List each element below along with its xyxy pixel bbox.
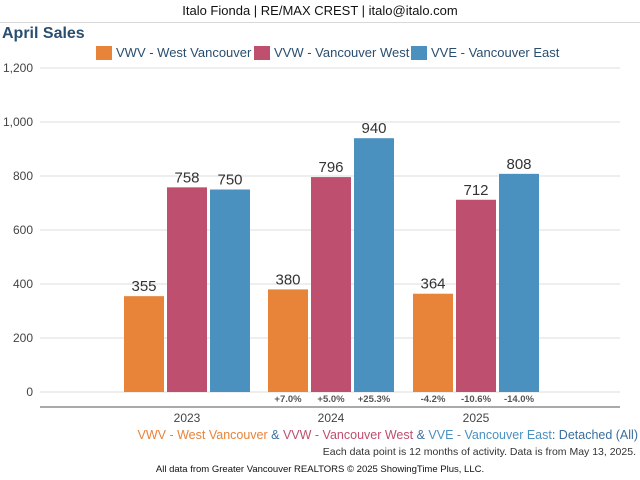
change-label: +7.0% <box>274 394 302 405</box>
data-label: 380 <box>275 271 300 288</box>
footer-note: Each data point is 12 months of activity… <box>322 446 636 458</box>
legend-swatch-vwv <box>96 46 112 60</box>
data-label: 940 <box>361 120 386 137</box>
change-label: -14.0% <box>504 394 535 405</box>
chart-title: April Sales <box>2 25 85 42</box>
y-tick-label: 1,000 <box>3 115 33 129</box>
data-label: 355 <box>131 278 156 295</box>
data-label: 364 <box>420 276 445 293</box>
x-tick-label: 2024 <box>318 411 345 425</box>
y-tick-label: 1,200 <box>3 61 33 75</box>
legend-label-vwv: VWV - West Vancouver <box>116 45 252 60</box>
header-text: Italo Fionda | RE/MAX CREST | italo@ital… <box>182 3 458 18</box>
bar-chart-plot: 0 200 400 600 800 1,000 1,200 355 758 750 2023 380 +… <box>3 61 620 425</box>
change-label: -4.2% <box>421 394 446 405</box>
bar-vwv-2024 <box>268 289 308 392</box>
y-tick-label: 800 <box>13 169 33 183</box>
y-tick-label: 600 <box>13 223 33 237</box>
y-tick-label: 200 <box>13 331 33 345</box>
footer-caption-vve: VVE - Vancouver East <box>428 428 552 442</box>
data-label: 758 <box>174 169 199 186</box>
footer-caption-type: : Detached (All) <box>551 428 638 442</box>
y-tick-label: 0 <box>26 385 33 399</box>
data-label: 808 <box>506 156 531 173</box>
x-tick-label: 2025 <box>463 411 490 425</box>
legend-swatch-vvw <box>254 46 270 60</box>
legend-label-vvw: VVW - Vancouver West <box>274 45 410 60</box>
data-label: 796 <box>318 159 343 176</box>
bar-vve-2024 <box>354 138 394 392</box>
footer-series-caption: VWV - West Vancouver & VVW - Vancouver W… <box>0 428 640 442</box>
footer-source: All data from Greater Vancouver REALTORS… <box>155 464 485 475</box>
data-label: 750 <box>217 172 242 189</box>
chart-legend: VWV - West Vancouver VVW - Vancouver Wes… <box>0 44 640 62</box>
change-label: -10.6% <box>461 394 492 405</box>
bar-vve-2025 <box>499 173 539 392</box>
legend-label-vve: VVE - Vancouver East <box>431 45 560 60</box>
bar-vwv-2023 <box>124 296 164 392</box>
legend-swatch-vve <box>411 46 427 60</box>
bar-vvw-2025 <box>456 199 496 392</box>
footer-caption-vvw: VVW - Vancouver West <box>282 428 414 442</box>
data-label: 712 <box>463 182 488 199</box>
change-label: +5.0% <box>317 394 345 405</box>
bar-vvw-2024 <box>311 177 351 392</box>
footer-caption-vwv: VWV - West Vancouver <box>137 428 268 442</box>
bar-vve-2023 <box>210 189 250 392</box>
footer-caption-amp-2: & <box>413 428 429 442</box>
bar-vvw-2023 <box>167 187 207 392</box>
bar-vwv-2025 <box>413 293 453 392</box>
x-tick-label: 2023 <box>174 411 201 425</box>
change-label: +25.3% <box>358 394 391 405</box>
y-tick-label: 400 <box>13 277 33 291</box>
header-bar: Italo Fionda | RE/MAX CREST | italo@ital… <box>0 0 640 23</box>
footer-caption-amp-1: & <box>267 428 283 442</box>
